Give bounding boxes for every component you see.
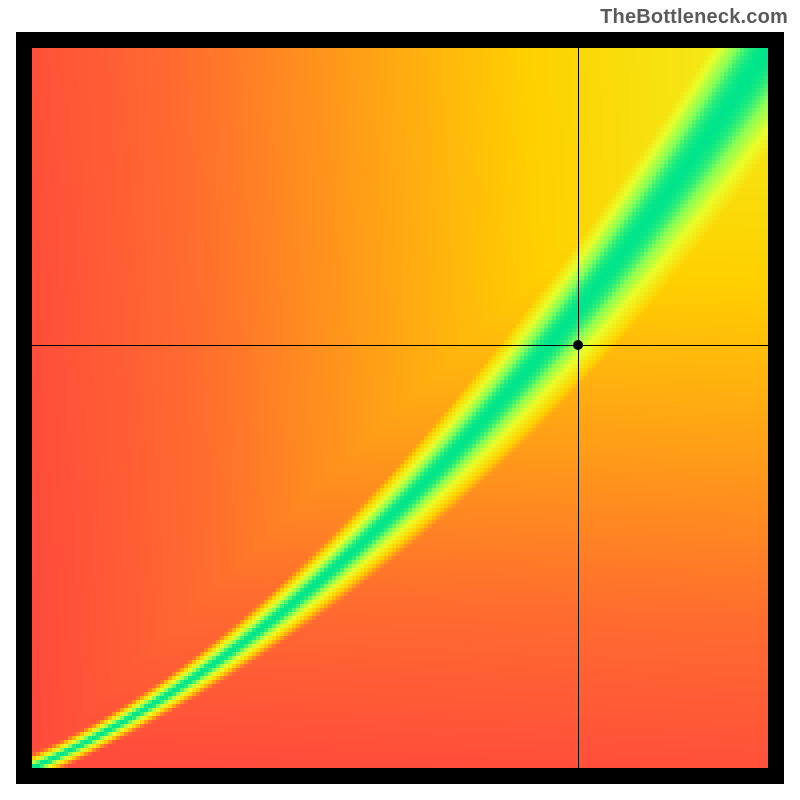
- chart-container: TheBottleneck.com: [0, 0, 800, 800]
- watermark-text: TheBottleneck.com: [600, 6, 788, 29]
- crosshair-marker: [573, 340, 583, 350]
- crosshair-horizontal: [32, 345, 768, 346]
- crosshair-vertical: [578, 48, 579, 768]
- bottleneck-heatmap: [32, 48, 768, 768]
